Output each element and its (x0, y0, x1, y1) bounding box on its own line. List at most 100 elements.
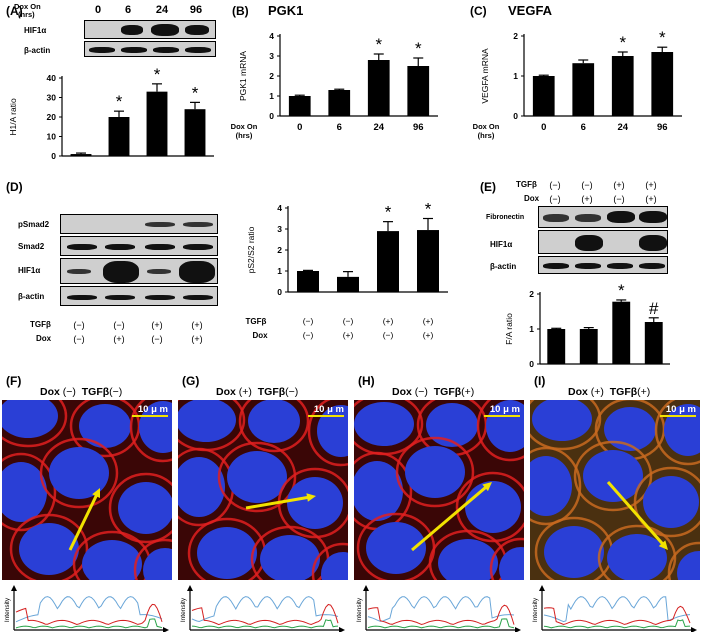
profile-red-line (15, 603, 163, 626)
cell-membrane (489, 537, 524, 580)
y-tick-label: 20 (47, 112, 57, 122)
dox-sign: (−) (73, 334, 85, 344)
cell-nucleus (405, 446, 465, 498)
micro-panel-label: (G) (182, 374, 200, 388)
cell-nucleus (604, 407, 656, 451)
tgf-sign: (+) (383, 316, 394, 326)
cell-membrane (238, 400, 310, 453)
bar (547, 329, 566, 364)
cell-nucleus (530, 456, 572, 516)
micrograph-panel: (H) Dox (−) TGFβ(+) 10 μ m Intensity (352, 372, 533, 636)
tgf-sign: (−) (581, 180, 593, 190)
significance-mark: * (619, 33, 626, 52)
profile-blue-line (543, 596, 691, 623)
micrograph-svg: 10 μ m Intensity (178, 400, 348, 632)
bar (337, 276, 359, 292)
y-tick-label: 4 (277, 203, 282, 213)
timepoint-96: 96 (189, 4, 203, 16)
dox-sign: (+) (645, 194, 657, 204)
micro-panel-label: (I) (534, 374, 546, 388)
dox-on-text: Dox On (14, 2, 41, 11)
significance-mark: * (618, 281, 625, 300)
cell-nucleus (499, 547, 524, 580)
blot-d-label-psmad2: pSmad2 (18, 220, 50, 229)
dox-sign: (+) (343, 330, 354, 340)
dox-sign: (−) (303, 330, 314, 340)
chart-b: 0 1 2 3 4 PGK1 mRNA 0 6 * 24 * 96 Dox On(hrs) (231, 31, 438, 140)
profile-arrow (68, 494, 98, 551)
profile-arrowhead (92, 488, 100, 498)
cell-nucleus (544, 526, 604, 578)
panel-d-dox-label: Dox (36, 334, 52, 343)
dox-sign: (+) (113, 334, 125, 344)
panel-e-label: (E) (480, 180, 496, 194)
bar (644, 322, 663, 364)
bar (377, 231, 399, 292)
cell-membrane (476, 400, 524, 462)
profile-y-label: Intensity (4, 597, 11, 622)
dox-sign: (+) (191, 334, 203, 344)
y-tick-label: 2 (513, 31, 518, 41)
profile-x-arrowhead (163, 627, 169, 632)
tgf-sign: (−) (285, 386, 299, 398)
x-tick-label: 24 (617, 122, 628, 133)
tgf-sign: (−) (343, 316, 354, 326)
y-axis-label: PGK1 mRNA (238, 51, 248, 101)
blot-d-label-hif1a: HIF1α (18, 266, 41, 275)
dox-sign: (−) (62, 386, 76, 398)
y-tick-label: 4 (269, 31, 274, 41)
y-axis-label: H1/A ratio (8, 98, 18, 136)
y-tick-label: 10 (47, 132, 57, 142)
y-tick-label: 1 (529, 324, 534, 334)
tgf-label: TGFβ (609, 386, 638, 398)
significance-mark: * (154, 65, 161, 84)
bar (328, 90, 351, 116)
y-tick-label: 1 (269, 91, 274, 101)
profile-x-arrowhead (339, 627, 345, 632)
y-tick-label: 0 (529, 359, 534, 368)
cell-nucleus (197, 527, 257, 579)
bar (70, 154, 92, 156)
dox-sign: (−) (414, 386, 428, 398)
micrograph-panel: (G) Dox (+) TGFβ(−) 10 μ m Intensity (176, 372, 357, 636)
scale-bar-label: 10 μ m (314, 404, 344, 415)
profile-y-arrowhead (363, 585, 369, 591)
cell-nucleus (2, 462, 47, 522)
timepoint-6: 6 (124, 4, 132, 16)
blot-d-label-beta-actin: β-actin (18, 292, 45, 301)
tgf-label: TGFβ (81, 386, 110, 398)
cell-membrane (39, 437, 119, 509)
bar (532, 76, 555, 116)
blot-e-fibronectin (538, 206, 668, 228)
blot-d-hif1a (60, 258, 218, 284)
micrograph-image (178, 400, 348, 580)
x-axis-label-hrs: (hrs) (478, 131, 495, 140)
y-tick-label: 3 (277, 224, 282, 234)
tgf-sign: (+) (613, 180, 625, 190)
profile-arrow (606, 481, 664, 545)
blot-e-hif1a (538, 230, 668, 254)
micro-condition-header: Dox (−) TGFβ(−) (40, 386, 122, 398)
significance-mark: * (659, 28, 666, 47)
profile-green-line (15, 618, 163, 629)
panel-d-tgf-label: TGFβ (30, 320, 51, 329)
y-axis-label: F/A ratio (504, 313, 514, 345)
significance-mark: * (385, 203, 392, 222)
cell-nucleus (2, 400, 58, 438)
micrograph-panel: (F) Dox (−) TGFβ(−) 10 μ m Intensity (0, 372, 181, 636)
tgf-sign: (−) (113, 320, 125, 330)
cell-nucleus (49, 447, 109, 499)
profile-x-arrowhead (515, 627, 521, 632)
cell-nucleus (438, 539, 498, 580)
cell-nucleus (227, 451, 287, 503)
profile-green-line (367, 618, 515, 629)
tgf-sign: (+) (423, 316, 434, 326)
y-axis-label: VEGFA mRNA (480, 48, 490, 104)
profile-arrow (411, 486, 487, 552)
profile-blue-line (15, 596, 163, 623)
y-tick-label: 0 (513, 111, 518, 121)
profile-red-line (367, 604, 515, 626)
panel-d-label: (D) (6, 180, 23, 194)
y-axis-label: pS2/S2 ratio (246, 226, 256, 273)
x-tick-label: 24 (373, 122, 384, 133)
